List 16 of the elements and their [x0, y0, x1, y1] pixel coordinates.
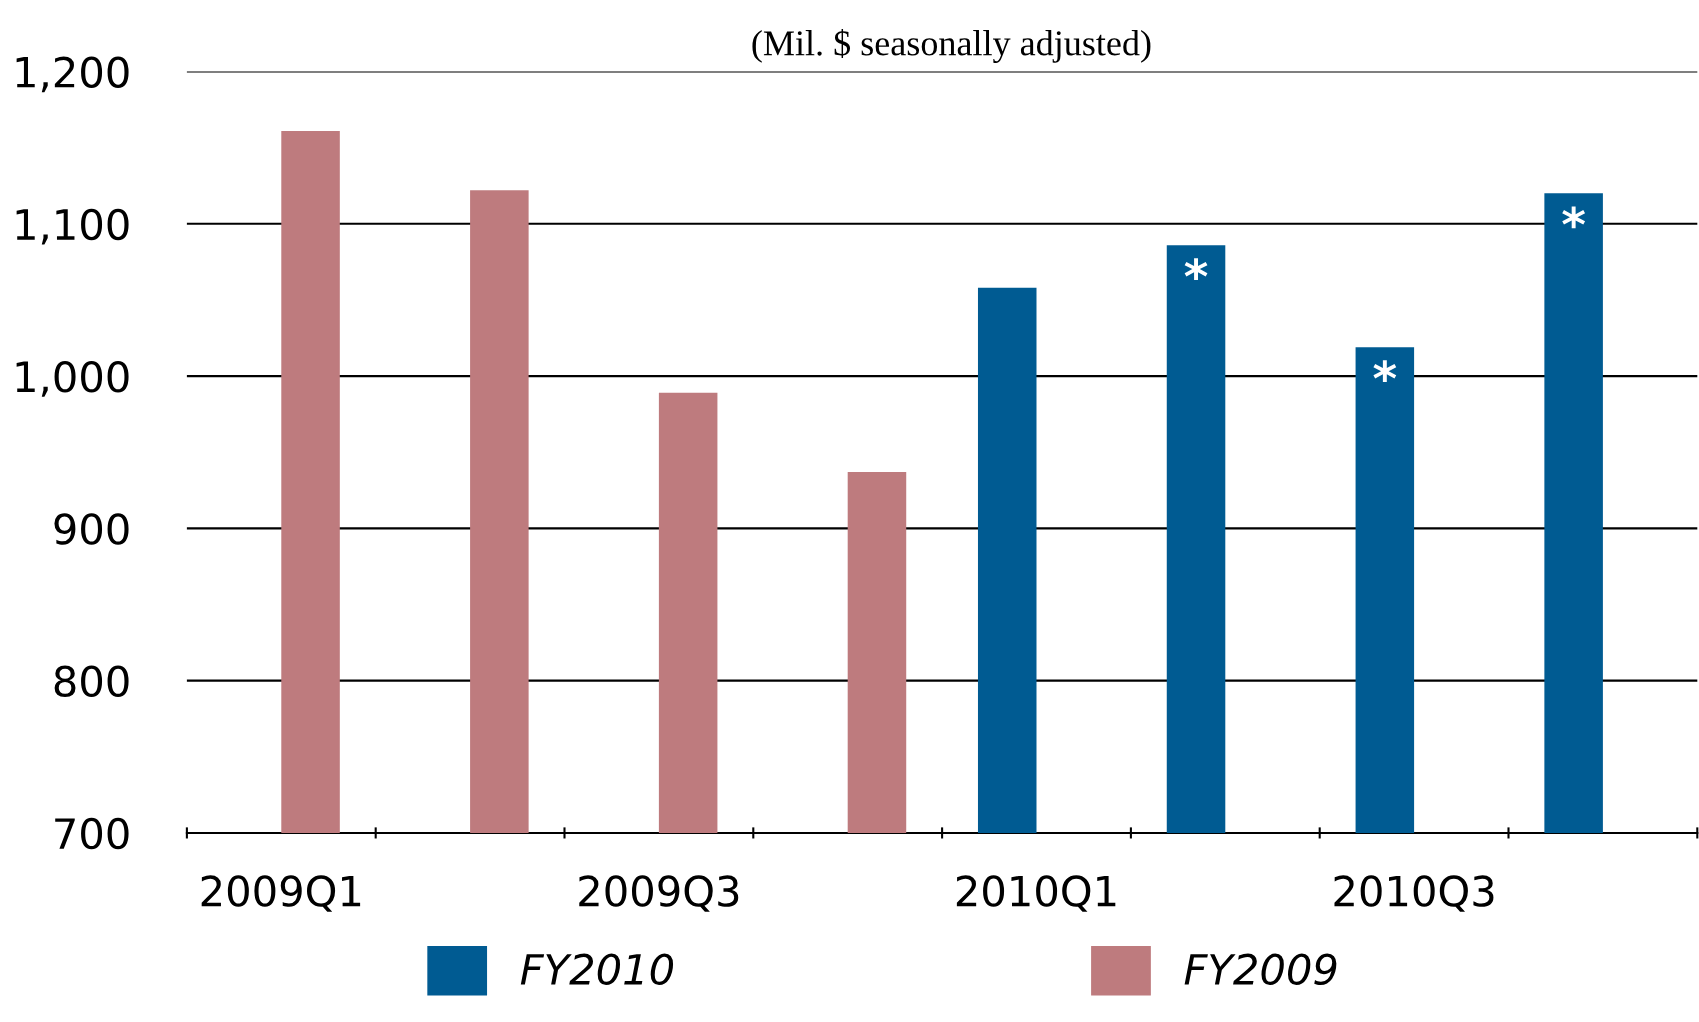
- chart-subtitle: (Mil. $ seasonally adjusted): [752, 29, 1151, 63]
- data-label: *: [1562, 206, 1586, 229]
- y-tick-label: 700: [55, 817, 129, 850]
- data-label: *: [1184, 258, 1208, 281]
- y-tick-label: 800: [54, 665, 129, 698]
- x-tick-label: 2009Q3: [579, 875, 739, 912]
- x-tick-label: 2009Q1: [201, 875, 361, 912]
- legend-label: FY2009: [1184, 953, 1337, 986]
- legend-label: FY2010: [520, 953, 674, 986]
- y-tick-label: 1,000: [16, 361, 129, 397]
- x-tick-label: 2010Q1: [956, 875, 1116, 912]
- y-tick-label: 900: [54, 513, 129, 545]
- data-label: *: [1373, 360, 1397, 383]
- y-tick-label: 1,100: [16, 208, 129, 245]
- x-tick-label: 2010Q3: [1334, 875, 1494, 912]
- y-tick-label: 1,200: [16, 56, 129, 93]
